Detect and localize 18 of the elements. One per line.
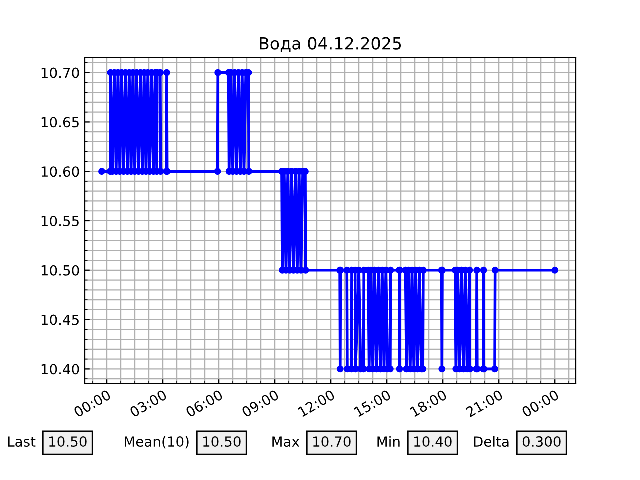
text: 10.50 [50, 436, 87, 448]
y-tick-label: 10.65 [42, 117, 79, 128]
y-tick-label: 10.70 [42, 68, 80, 78]
y-tick-label: 10.50 [42, 265, 80, 276]
text: Delta [474, 436, 509, 448]
text: Last [8, 436, 36, 448]
y-tick-label: 10.40 [42, 364, 80, 375]
text: 10.40 [414, 436, 452, 448]
text: 10.50 [204, 436, 241, 448]
y-tick-label: 10.45 [42, 314, 79, 326]
text: Max [272, 436, 300, 448]
text: 10.70 [314, 436, 351, 448]
y-tick-label: 10.60 [42, 166, 80, 178]
chart-title: Вода 04.12.2025 [260, 37, 402, 52]
text: 0.300 [522, 436, 561, 448]
text: Min [378, 436, 400, 447]
text: Mean(10) [125, 436, 189, 449]
y-tick-label: 10.55 [42, 216, 79, 226]
